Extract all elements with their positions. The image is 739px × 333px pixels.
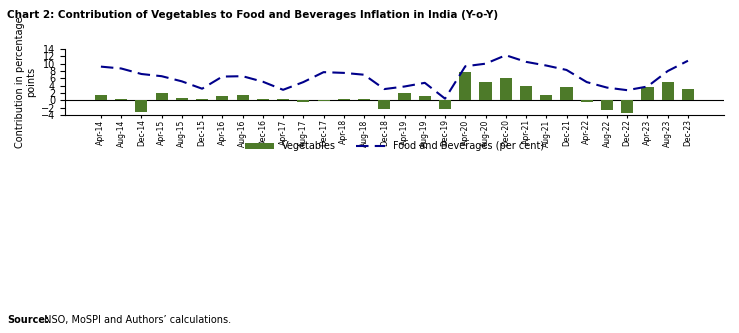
Bar	[459, 72, 471, 101]
Bar	[520, 86, 532, 101]
Bar	[500, 78, 512, 101]
Bar	[115, 99, 127, 101]
Bar	[419, 96, 431, 101]
Bar	[560, 87, 573, 101]
Bar	[176, 98, 188, 101]
Bar	[601, 101, 613, 110]
Bar	[95, 95, 107, 101]
Text: Source:: Source:	[7, 315, 50, 325]
Bar	[480, 82, 491, 101]
Bar	[661, 82, 674, 101]
Bar	[621, 101, 633, 113]
Bar	[338, 99, 350, 101]
Bar	[641, 87, 653, 101]
Bar	[581, 101, 593, 102]
Bar	[682, 89, 694, 101]
Bar	[196, 99, 208, 101]
Text: Chart 2: Contribution of Vegetables to Food and Beverages Inflation in India (Y-: Chart 2: Contribution of Vegetables to F…	[7, 10, 499, 20]
Bar	[540, 95, 552, 101]
Bar	[217, 97, 228, 101]
Y-axis label: Contribution in percentage
points: Contribution in percentage points	[15, 16, 37, 148]
Bar	[358, 99, 370, 101]
Text: NSO, MoSPI and Authors’ calculations.: NSO, MoSPI and Authors’ calculations.	[41, 315, 231, 325]
Bar	[297, 101, 310, 102]
Bar	[135, 101, 148, 112]
Bar	[398, 93, 411, 101]
Bar	[256, 99, 269, 101]
Bar	[236, 95, 249, 101]
Bar	[155, 93, 168, 101]
Bar	[277, 99, 289, 101]
Legend: Vegetables, Food and Beverages (per cent): Vegetables, Food and Beverages (per cent…	[242, 138, 548, 156]
Bar	[378, 101, 390, 109]
Bar	[439, 101, 451, 109]
